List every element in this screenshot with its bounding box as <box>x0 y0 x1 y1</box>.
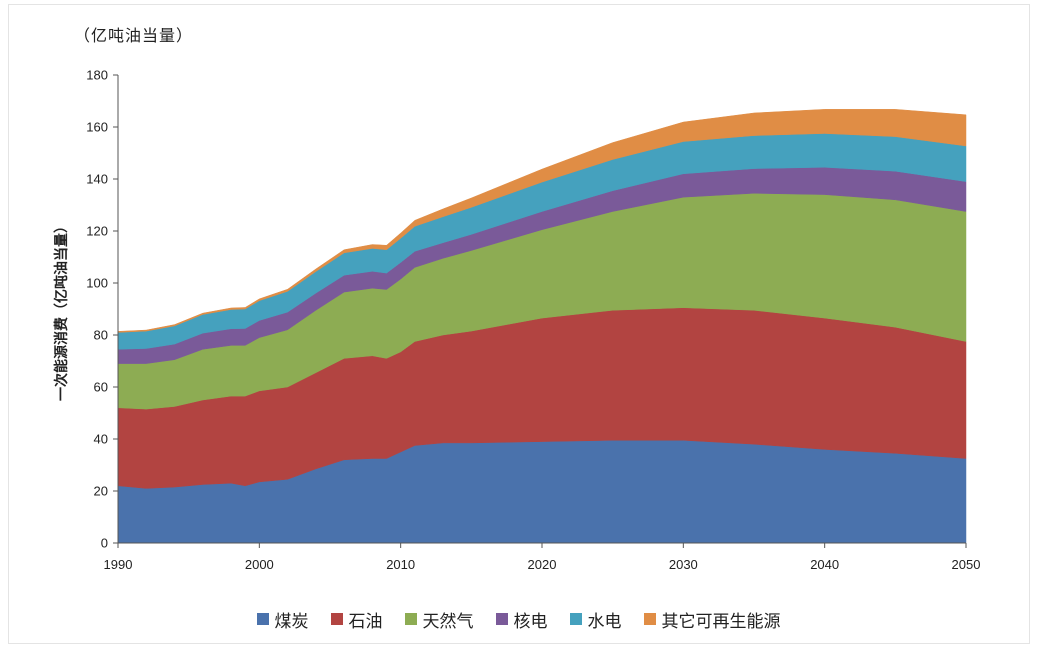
y-tick-label: 180 <box>86 68 108 83</box>
y-axis-label: 一次能源消费（亿吨油当量） <box>53 219 70 401</box>
x-tick-label: 2040 <box>810 557 839 572</box>
legend-label: 煤炭 <box>274 611 309 632</box>
legend-item-2: 天然气 <box>404 607 474 632</box>
x-tick-label: 1990 <box>104 557 133 572</box>
x-tick-label: 2050 <box>952 557 981 572</box>
y-tick-label: 60 <box>94 380 108 395</box>
legend-item-3: 核电 <box>495 607 548 632</box>
legend-swatch <box>643 613 656 625</box>
y-tick-label: 120 <box>86 224 108 239</box>
legend-label: 天然气 <box>422 611 474 632</box>
legend: 煤炭 石油 天然气 核电 水电 其它可再生能源 <box>0 604 1037 634</box>
legend-label: 核电 <box>513 611 548 632</box>
legend-label: 石油 <box>348 611 383 632</box>
y-tick-label: 20 <box>94 484 108 499</box>
chart-frame <box>8 4 1030 644</box>
x-tick-label: 2030 <box>669 557 698 572</box>
y-tick-label: 0 <box>101 536 108 551</box>
legend-swatch <box>569 613 582 625</box>
y-tick-label: 140 <box>86 172 108 187</box>
legend-swatch <box>330 613 343 625</box>
y-tick-label: 100 <box>86 276 108 291</box>
x-tick-labels: 1990 2000 2010 2020 2030 2040 2050 <box>104 557 981 572</box>
x-tick-label: 2020 <box>528 557 557 572</box>
y-tick-label: 160 <box>86 120 108 135</box>
area-series-5 <box>117 109 967 333</box>
axes <box>113 74 967 548</box>
y-tick-labels: 0 20 40 60 80 100 120 140 160 180 <box>86 68 108 551</box>
legend-label: 水电 <box>587 611 622 632</box>
y-tick-label: 80 <box>94 328 108 343</box>
legend-swatch <box>256 613 269 625</box>
area-layers <box>117 109 967 544</box>
legend-item-0: 煤炭 <box>256 607 309 632</box>
legend-item-5: 其它可再生能源 <box>643 607 781 632</box>
legend-item-4: 水电 <box>569 607 622 632</box>
x-tick-label: 2010 <box>386 557 415 572</box>
legend-swatch <box>404 613 417 625</box>
legend-label: 其它可再生能源 <box>661 611 781 632</box>
unit-label: （亿吨油当量） <box>74 26 194 45</box>
legend-item-1: 石油 <box>330 607 383 632</box>
legend-swatch <box>495 613 508 625</box>
x-tick-label: 2000 <box>245 557 274 572</box>
y-tick-label: 40 <box>94 432 108 447</box>
